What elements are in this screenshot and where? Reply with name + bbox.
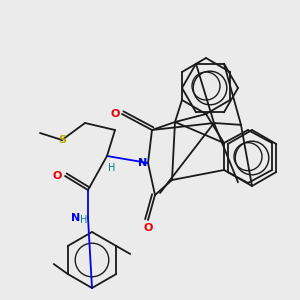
Text: H: H xyxy=(108,163,116,173)
Text: S: S xyxy=(58,135,66,145)
Text: N: N xyxy=(138,158,148,168)
Text: O: O xyxy=(52,171,62,181)
Text: O: O xyxy=(110,109,120,119)
Text: O: O xyxy=(143,223,153,233)
Text: N: N xyxy=(71,213,81,223)
Text: H: H xyxy=(80,215,88,225)
